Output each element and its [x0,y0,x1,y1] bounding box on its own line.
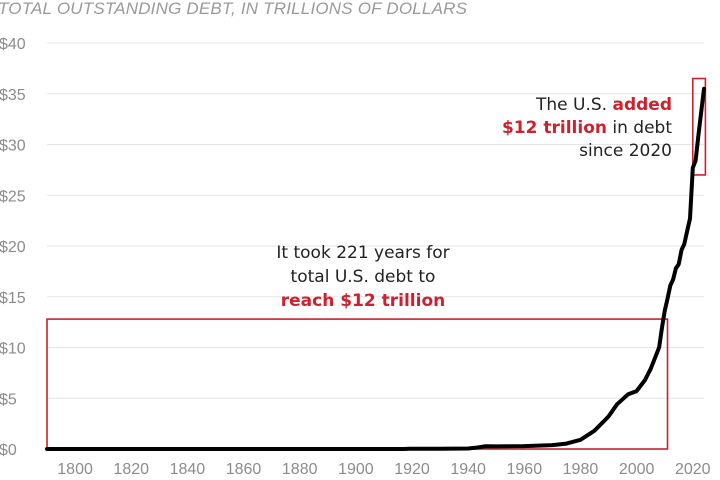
annotation-highlight: reach $12 trillion [281,291,446,311]
annotation-text: since 2020 [579,141,672,161]
y-tick-label: $35 [0,87,26,104]
annotation-text: total U.S. debt to [291,267,436,287]
x-tick-label: 1920 [394,461,430,478]
x-tick-label: 1880 [282,461,318,478]
annotation-line: $12 trillion in debt [502,118,672,138]
chart-subtitle: TOTAL OUTSTANDING DEBT, IN TRILLIONS OF … [0,0,468,18]
annotation-line: total U.S. debt to [291,267,436,287]
y-tick-label: $20 [0,239,26,256]
gridlines [47,42,704,399]
x-tick-label: 1860 [226,461,262,478]
x-tick-label: 1820 [113,461,149,478]
series-layer [45,86,706,451]
x-tick-label: 1980 [563,461,599,478]
highlight-box-2 [691,77,707,176]
series-line-1 [45,86,706,451]
y-tick-label: $10 [0,341,26,358]
x-tick-label: 1840 [170,461,206,478]
annotation-text: in debt [607,118,672,138]
annotation-line: reach $12 trillion [281,291,446,311]
x-tick-label: 1800 [57,461,93,478]
y-tick-label: $15 [0,290,26,307]
y-tick-label: $30 [0,138,26,155]
annotation-1: It took 221 years for total U.S. debt to r… [276,243,449,311]
annotations: It took 221 years for total U.S. debt to r… [276,95,672,311]
annotation-line: since 2020 [579,141,672,161]
y-tick-label: $5 [0,391,17,408]
annotation-line: The U.S. added [535,95,672,115]
y-tick-label: $25 [0,188,26,205]
y-axis: $0 $5 $10 $15 $20 $25 $30 $35 $40 [0,36,26,459]
annotation-text: The U.S. [535,95,612,115]
annotation-highlight: $12 trillion [502,118,607,138]
x-tick-label: 1960 [507,461,543,478]
annotation-highlight: added [612,95,672,115]
annotation-2: The U.S. added$12 trillion in debtsince … [502,95,672,161]
annotation-line: It took 221 years for [276,243,449,263]
x-tick-label: 1900 [338,461,374,478]
x-axis: 1800 1820 1840 1860 1880 1900 1920 1940 1960 1980… [57,461,710,478]
y-tick-label: $0 [0,442,17,459]
x-tick-label: 2020 [675,461,711,478]
y-tick-label: $40 [0,36,26,53]
highlight-box-1 [46,318,669,450]
x-tick-label: 2000 [619,461,655,478]
x-tick-label: 1940 [450,461,486,478]
annotation-text: It took 221 years for [276,243,449,263]
